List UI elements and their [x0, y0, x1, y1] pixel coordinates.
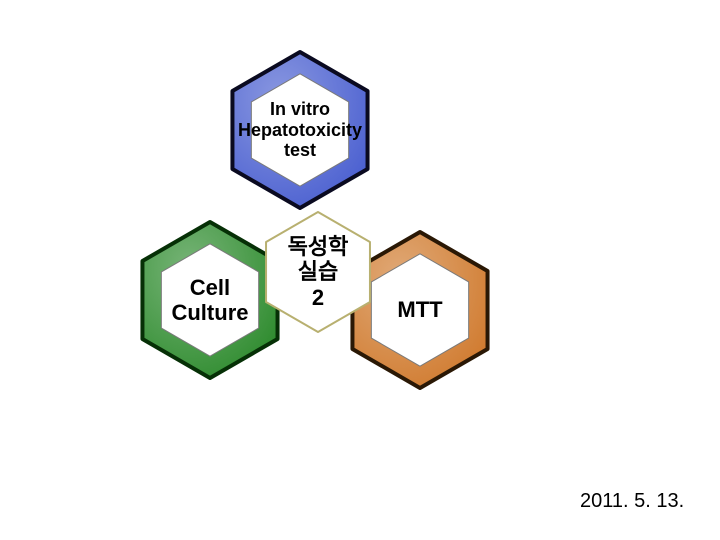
diagram-stage: In vitro Hepatotoxicity test Cell Cultur…: [0, 0, 720, 540]
label-cell-culture: Cell Culture: [148, 245, 273, 354]
label-center-title: 독성학 실습 2: [270, 230, 366, 314]
date-text: 2011. 5. 13.: [580, 490, 684, 513]
label-hepatotoxicity: In vitro Hepatotoxicity test: [238, 75, 363, 184]
label-mtt: MTT: [358, 255, 483, 364]
